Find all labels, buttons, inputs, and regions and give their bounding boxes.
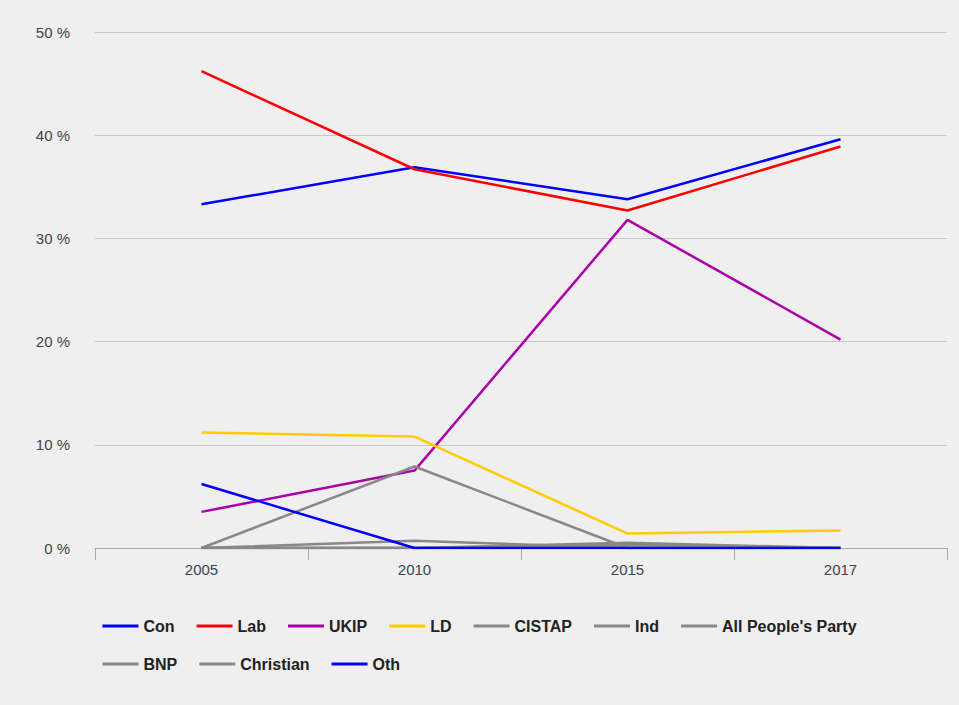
- svg-text:40 %: 40 %: [36, 127, 70, 144]
- svg-text:Ind: Ind: [635, 618, 659, 635]
- svg-text:10 %: 10 %: [36, 436, 70, 453]
- svg-text:50 %: 50 %: [36, 24, 70, 41]
- svg-text:CISTAP: CISTAP: [515, 618, 573, 635]
- svg-text:2017: 2017: [824, 561, 857, 578]
- svg-text:BNP: BNP: [143, 656, 177, 673]
- svg-text:All People's Party: All People's Party: [722, 618, 857, 635]
- svg-text:20 %: 20 %: [36, 333, 70, 350]
- svg-text:Oth: Oth: [373, 656, 401, 673]
- svg-text:UKIP: UKIP: [329, 618, 368, 635]
- svg-text:0 %: 0 %: [44, 540, 70, 557]
- svg-text:Con: Con: [143, 618, 174, 635]
- svg-text:2015: 2015: [611, 561, 644, 578]
- svg-text:30 %: 30 %: [36, 230, 70, 247]
- svg-text:LD: LD: [430, 618, 451, 635]
- svg-text:Christian: Christian: [240, 656, 309, 673]
- svg-text:2005: 2005: [185, 561, 218, 578]
- svg-text:Lab: Lab: [238, 618, 267, 635]
- svg-text:2010: 2010: [398, 561, 431, 578]
